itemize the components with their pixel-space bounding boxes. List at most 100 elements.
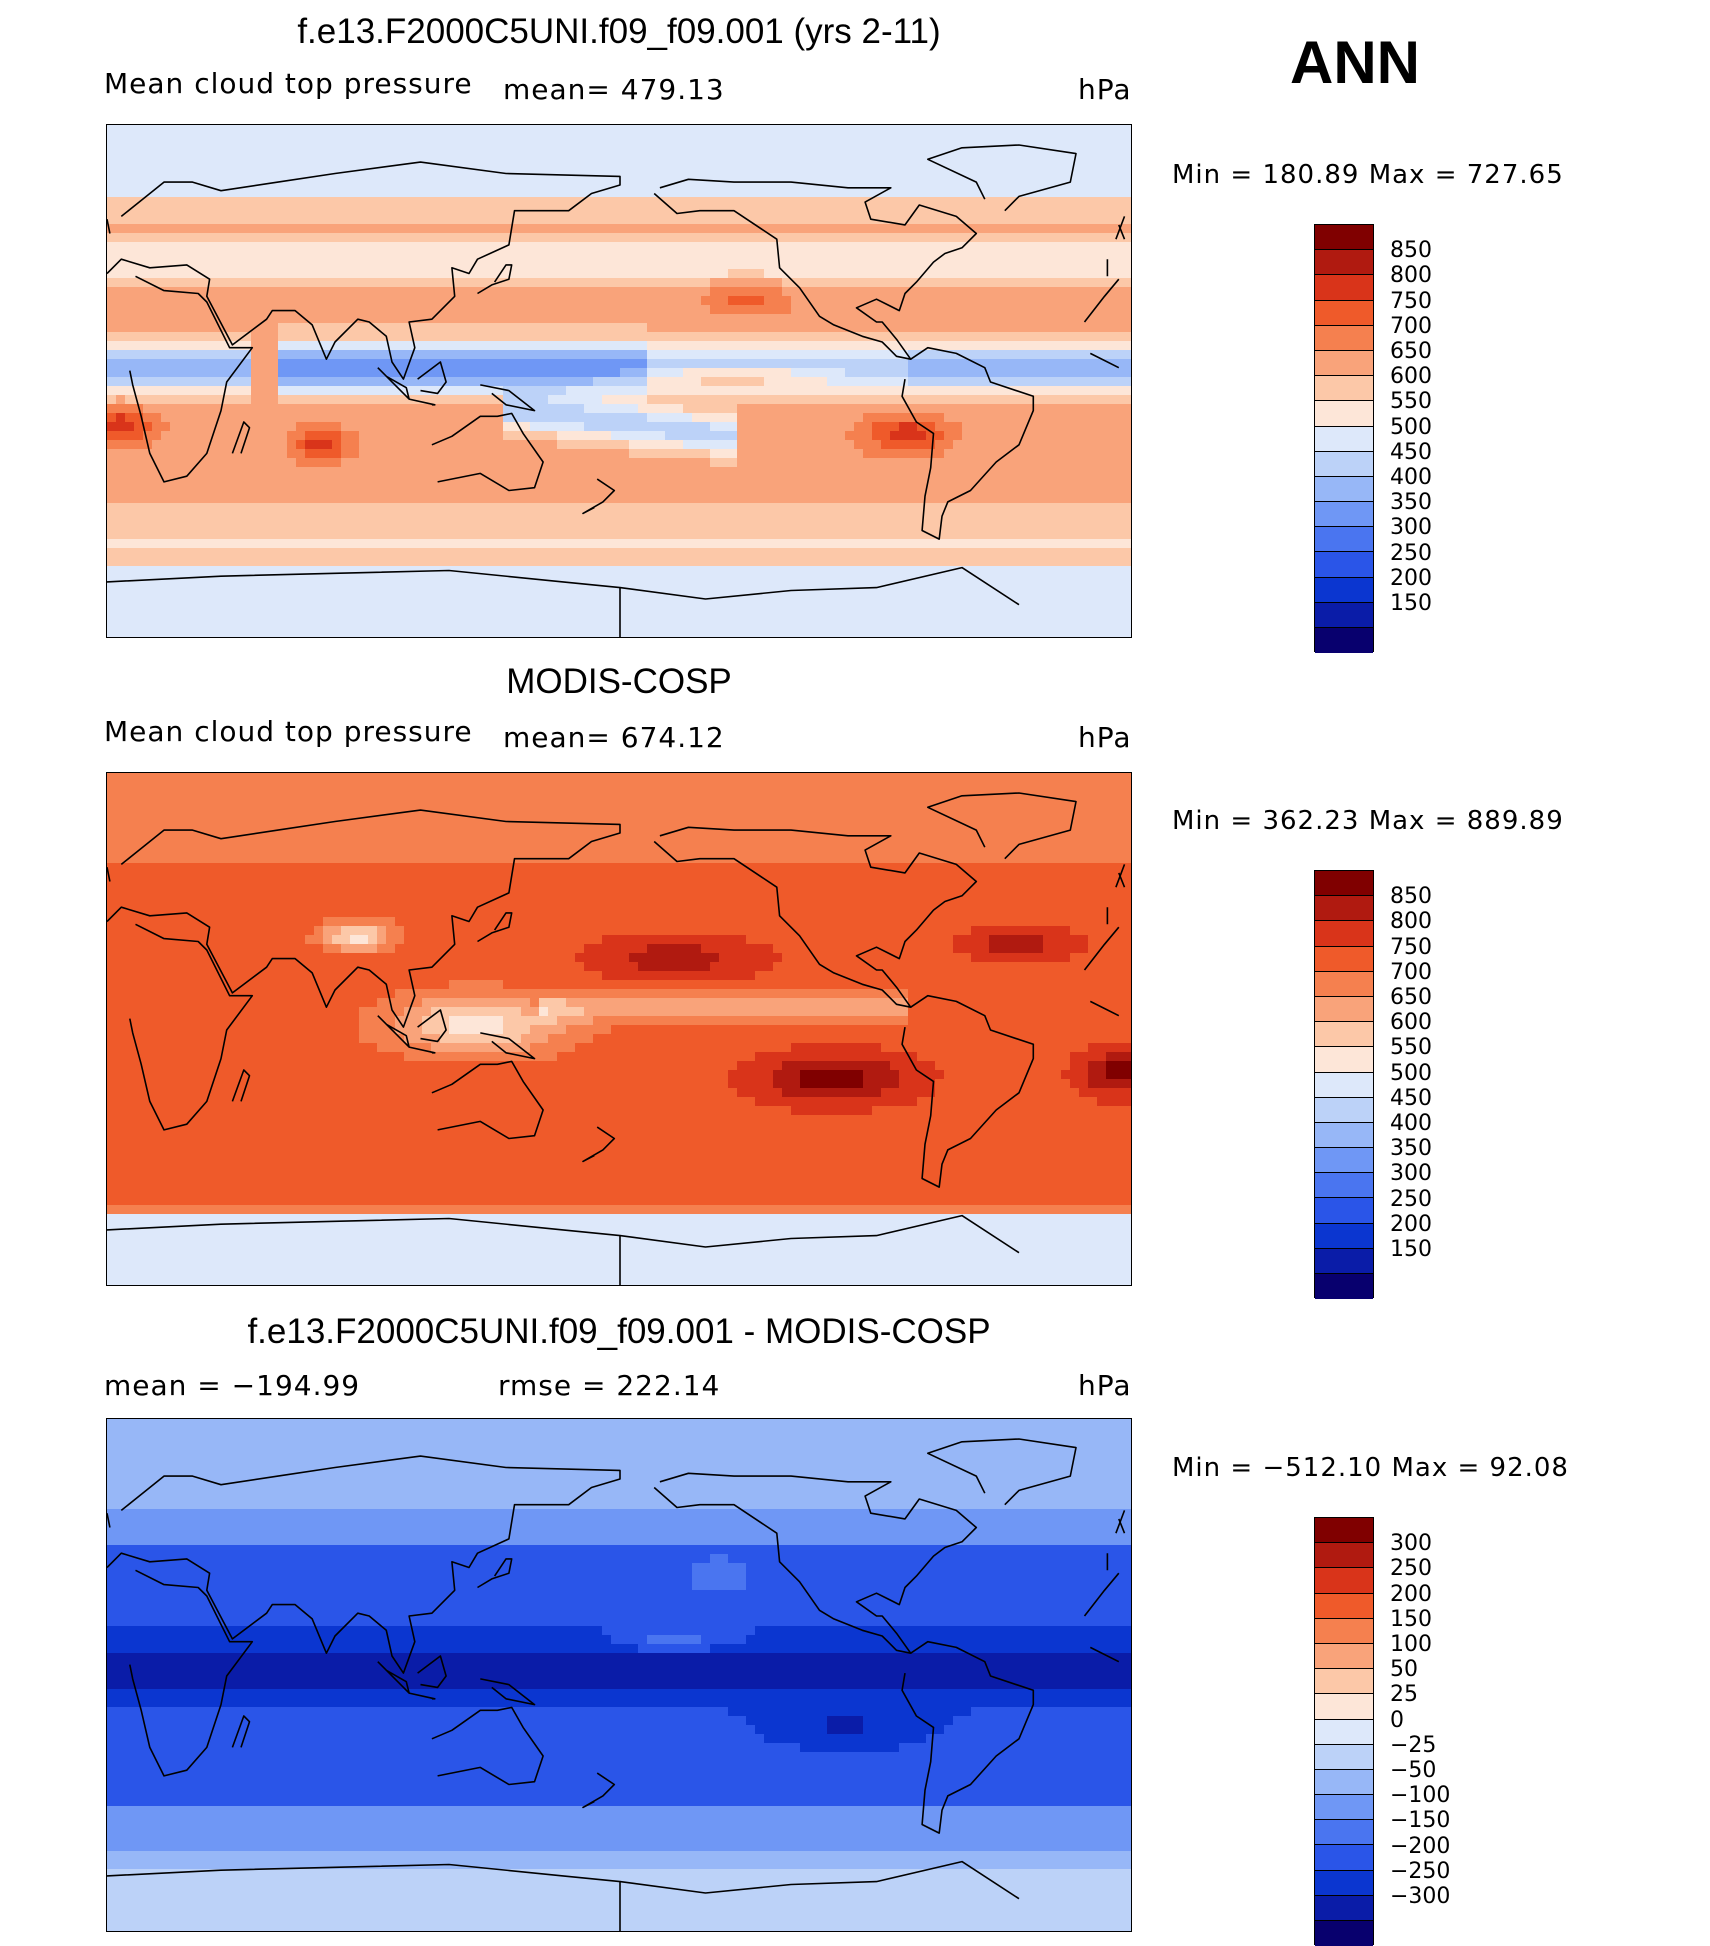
colorbar-tick-label: −25 [1390,1735,1436,1757]
colorbar-tick-label: 500 [1390,1063,1432,1085]
colorbar-tick-label: 650 [1390,341,1432,363]
colorbar-swatch [1315,1694,1373,1719]
colorbar-tick-label: −150 [1390,1810,1450,1832]
colorbar-tick-label: −50 [1390,1760,1436,1782]
map-diff [106,1418,1132,1932]
colorbar-swatch [1315,1669,1373,1694]
colorbar-swatch [1315,452,1373,477]
colorbar-swatch [1315,552,1373,577]
colorbar-tick-label: 250 [1390,543,1432,565]
colorbar-swatch [1315,1224,1373,1249]
colorbar-tick-label: 450 [1390,1088,1432,1110]
colorbar-swatch [1315,1619,1373,1644]
colorbar-swatch [1315,1173,1373,1198]
mean-label: mean= 674.12 [503,722,725,754]
colorbar-tick-label: 750 [1390,937,1432,959]
colorbar-tick-label: 200 [1390,1214,1432,1236]
colorbar-tick-label: −300 [1390,1886,1450,1908]
colorbar-swatch [1315,1871,1373,1896]
colorbar-swatch [1315,351,1373,376]
colorbar-tick-label: 500 [1390,417,1432,439]
contour-map [107,125,1132,638]
colorbar-tick-label: 200 [1390,568,1432,590]
colorbar-swatch [1315,1274,1373,1299]
colorbar [1314,224,1374,652]
mean-label: mean = −194.99 [104,1370,360,1402]
colorbar-tick-label: 600 [1390,1012,1432,1034]
colorbar-swatch [1315,1022,1373,1047]
colorbar-swatch [1315,250,1373,275]
colorbar-swatch [1315,1594,1373,1619]
units-label: hPa [1078,722,1132,754]
colorbar-swatch [1315,477,1373,502]
units-label: hPa [1078,1370,1132,1402]
colorbar-tick-label: 550 [1390,1037,1432,1059]
colorbar-tick-label: 250 [1390,1558,1432,1580]
colorbar-tick-label: 400 [1390,467,1432,489]
colorbar-tick-label: 850 [1390,240,1432,262]
colorbar-tick-label: 350 [1390,492,1432,514]
colorbar [1314,870,1374,1298]
colorbar-swatch [1315,1845,1373,1870]
colorbar-swatch [1315,1047,1373,1072]
colorbar-tick-label: 850 [1390,886,1432,908]
colorbar-tick-label: −250 [1390,1861,1450,1883]
colorbar-swatch [1315,1820,1373,1845]
colorbar-tick-label: 700 [1390,316,1432,338]
colorbar [1314,1517,1374,1945]
colorbar-tick-label: 450 [1390,442,1432,464]
contour-map [107,773,1132,1286]
panel-title: f.e13.F2000C5UNI.f09_f09.001 (yrs 2-11) [106,12,1132,52]
colorbar-swatch [1315,921,1373,946]
colorbar-tick-label: 250 [1390,1189,1432,1211]
colorbar-tick-label: 800 [1390,911,1432,933]
colorbar-swatch [1315,225,1373,250]
colorbar-swatch [1315,1198,1373,1223]
colorbar-swatch [1315,275,1373,300]
contour-map [107,1419,1132,1932]
min-max-label: Min = 180.89 Max = 727.65 [1172,160,1564,190]
mean-label: mean= 479.13 [503,74,725,106]
colorbar-tick-label: 150 [1390,1609,1432,1631]
colorbar-tick-label: 50 [1390,1659,1418,1681]
units-label: hPa [1078,74,1132,106]
colorbar-swatch [1315,1568,1373,1593]
colorbar-tick-label: −100 [1390,1785,1450,1807]
field-cells [107,1419,1132,1932]
rmse-label: rmse = 222.14 [498,1370,720,1402]
colorbar-swatch [1315,997,1373,1022]
colorbar-tick-label: 300 [1390,517,1432,539]
colorbar-swatch [1315,1518,1373,1543]
colorbar-swatch [1315,1098,1373,1123]
colorbar-tick-label: 400 [1390,1113,1432,1135]
colorbar-swatch [1315,896,1373,921]
map-obs [106,772,1132,1286]
colorbar-swatch [1315,1543,1373,1568]
colorbar-swatch [1315,1148,1373,1173]
colorbar-tick-label: 800 [1390,265,1432,287]
colorbar-tick-label: 100 [1390,1634,1432,1656]
colorbar-swatch [1315,1073,1373,1098]
colorbar-tick-label: −200 [1390,1836,1450,1858]
colorbar-tick-label: 600 [1390,366,1432,388]
panel-title: f.e13.F2000C5UNI.f09_f09.001 - MODIS-COS… [106,1312,1132,1352]
colorbar-swatch [1315,1644,1373,1669]
variable-label: Mean cloud top pressure [104,68,473,100]
colorbar-swatch [1315,947,1373,972]
min-max-label: Min = −512.10 Max = 92.08 [1172,1453,1569,1483]
season-label: ANN [1290,28,1420,98]
colorbar-swatch [1315,326,1373,351]
colorbar-tick-label: 150 [1390,1239,1432,1261]
colorbar-swatch [1315,871,1373,896]
colorbar-swatch [1315,376,1373,401]
colorbar-tick-label: 25 [1390,1684,1418,1706]
colorbar-swatch [1315,1795,1373,1820]
colorbar-swatch [1315,1896,1373,1921]
colorbar-swatch [1315,301,1373,326]
field-cells [107,125,1132,638]
colorbar-swatch [1315,1249,1373,1274]
colorbar-swatch [1315,1123,1373,1148]
colorbar-tick-label: 300 [1390,1163,1432,1185]
colorbar-tick-label: 550 [1390,391,1432,413]
panel-title: MODIS-COSP [106,662,1132,702]
